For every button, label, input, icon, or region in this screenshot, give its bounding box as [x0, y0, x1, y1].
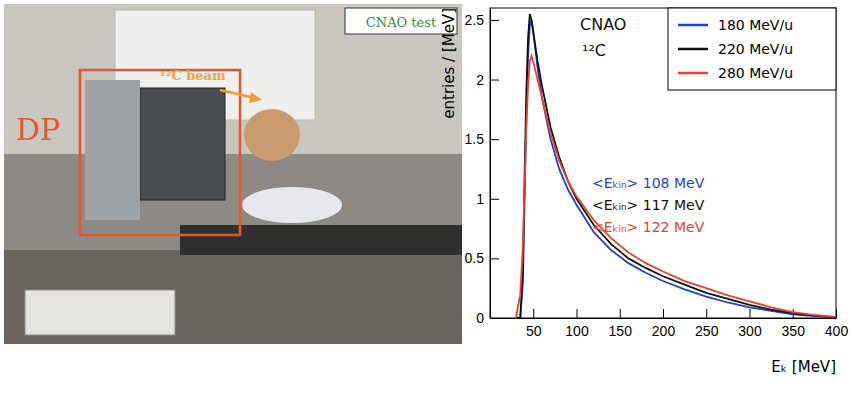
- beam-label: ¹²C beam: [160, 68, 226, 83]
- x-tick: 100: [565, 309, 589, 339]
- y-tick: 1: [476, 191, 499, 207]
- y-tick-label: 2.5: [465, 12, 485, 28]
- x-tick-label: 200: [652, 323, 676, 339]
- y-tick-label: 0.5: [465, 250, 485, 266]
- x-tick-label: 150: [609, 323, 633, 339]
- photo-floor: [4, 250, 462, 344]
- annotation: <Eₖᵢₙ> 122 MeV: [592, 219, 705, 235]
- legend-box: [668, 8, 836, 90]
- y-tick-label: 1: [476, 191, 484, 207]
- annotation: CNAO: [580, 15, 626, 34]
- x-tick-mark: [533, 309, 534, 318]
- annotation: ¹²C: [582, 41, 606, 60]
- y-axis: 0 0.5 1 1.5 2 2.5: [465, 9, 499, 326]
- y-tick-mark: [490, 20, 499, 21]
- legend: 180 MeV/u 220 MeV/u 280 MeV/u: [668, 8, 836, 90]
- photo-pillow: [242, 187, 342, 223]
- figure: DP ¹²C beam CNAO test 50 100 150 200 250 300 350 4…: [0, 0, 851, 394]
- x-tick-label: 100: [565, 323, 589, 339]
- x-tick-mark: [750, 309, 751, 318]
- photo-table: [180, 225, 462, 255]
- annotation: <Eₖᵢₙ> 117 MeV: [592, 197, 705, 213]
- x-tick: 400: [825, 309, 849, 339]
- y-tick-label: 2: [476, 72, 484, 88]
- x-tick-mark: [663, 309, 664, 318]
- plot-frame: [490, 8, 836, 318]
- legend-swatch: [678, 48, 708, 51]
- photo-detector: [140, 88, 225, 200]
- y-tick: 0: [476, 310, 499, 326]
- y-tick: 2: [476, 72, 499, 88]
- x-tick: 200: [652, 309, 676, 339]
- beam-arrow: [220, 90, 255, 98]
- annotation: <Eₖᵢₙ> 108 MeV: [592, 175, 705, 191]
- x-tick-label: 50: [526, 323, 542, 339]
- y-tick: 1.5: [465, 131, 499, 147]
- y-tick-mark: [490, 318, 499, 319]
- x-tick-mark: [620, 309, 621, 318]
- legend-label: 280 MeV/u: [718, 65, 793, 81]
- photo-background: [4, 4, 462, 344]
- x-tick-mark: [706, 309, 707, 318]
- y-tick-mark: [490, 139, 499, 140]
- detector-highlight: [80, 70, 240, 235]
- y-tick-label: 1.5: [465, 131, 485, 147]
- y-tick-label: 0: [476, 310, 484, 326]
- photo-wall: [4, 4, 462, 154]
- detector-label: DP: [16, 112, 60, 147]
- caption: CNAO test: [366, 15, 437, 30]
- legend-swatch: [678, 24, 708, 27]
- y-tick: 0.5: [465, 250, 499, 266]
- legend-label: 220 MeV/u: [718, 41, 793, 57]
- y-tick-mark: [490, 80, 499, 81]
- x-tick: 50: [526, 309, 542, 339]
- legend-label: 180 MeV/u: [718, 17, 793, 33]
- y-tick: 2.5: [465, 12, 499, 28]
- x-tick-mark: [836, 309, 837, 318]
- photo-power-supply: [25, 290, 175, 335]
- x-tick-label: 250: [695, 323, 719, 339]
- y-tick-mark: [490, 199, 499, 200]
- photo-phantom: [244, 109, 300, 161]
- legend-swatch: [678, 72, 708, 75]
- x-axis-title: Eₖ [MeV]: [771, 358, 836, 376]
- photo-panel: DP ¹²C beam CNAO test: [4, 4, 462, 344]
- beam-arrowhead: [249, 92, 262, 103]
- chart: 50 100 150 200 250 300 350 400 0 0.5 1 1.5 2 2.5 Eₖ [M…: [440, 8, 848, 376]
- x-axis-line: [491, 318, 837, 319]
- y-axis-title: entries / [MeV]: [440, 8, 458, 119]
- y-axis-line: [490, 9, 491, 319]
- y-tick-mark: [490, 258, 499, 259]
- x-tick-label: 300: [738, 323, 762, 339]
- x-tick-label: 350: [782, 323, 806, 339]
- x-tick-label: 400: [825, 323, 849, 339]
- series-line: [516, 56, 836, 318]
- photo-electronics: [85, 80, 140, 220]
- x-tick: 300: [738, 309, 762, 339]
- x-tick-mark: [577, 309, 578, 318]
- x-tick: 150: [609, 309, 633, 339]
- x-tick: 250: [695, 309, 719, 339]
